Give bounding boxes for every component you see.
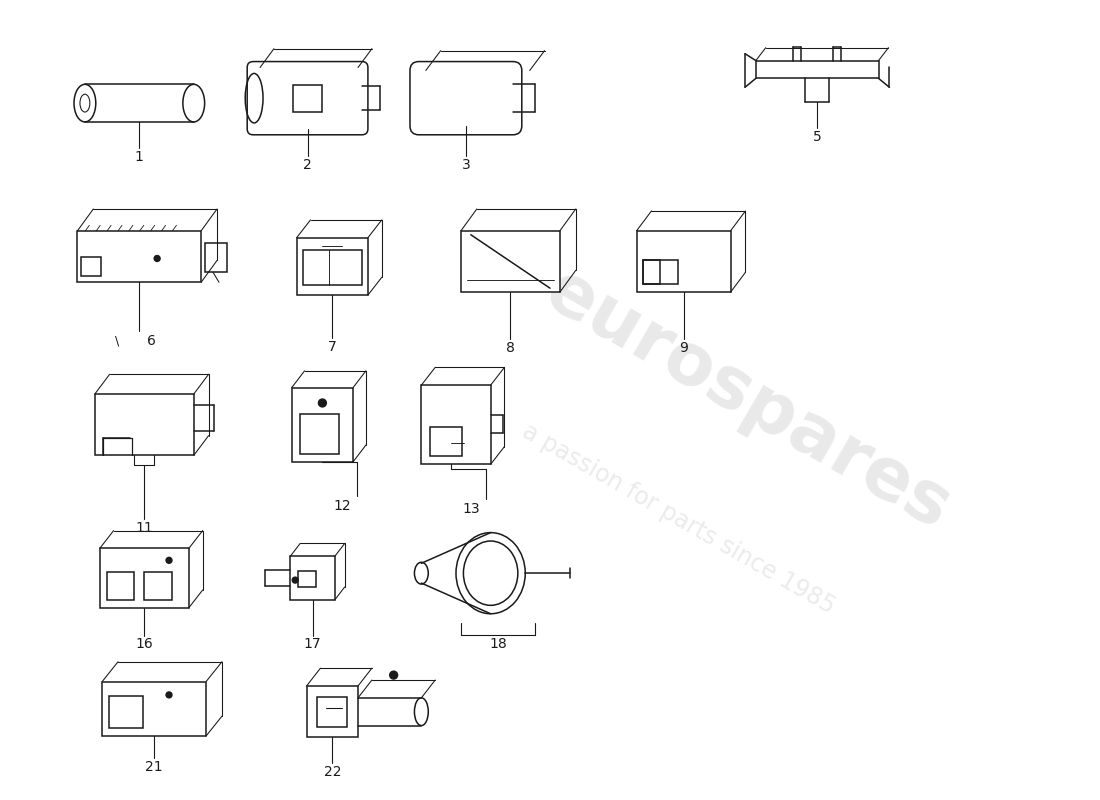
Bar (421, 385, 491, 464)
Text: 9: 9 (679, 341, 688, 354)
Text: a passion for parts since 1985: a passion for parts since 1985 (518, 419, 839, 618)
Text: 1: 1 (135, 150, 144, 164)
Circle shape (293, 577, 298, 583)
Bar (298, 571, 316, 587)
Text: 21: 21 (145, 760, 163, 774)
Bar (144, 572, 172, 600)
Text: 3: 3 (462, 158, 471, 171)
Bar (107, 572, 134, 600)
Text: 2: 2 (304, 158, 312, 171)
Text: 17: 17 (304, 638, 321, 651)
Bar (100, 549, 189, 608)
Bar (205, 242, 227, 272)
Text: 5: 5 (813, 130, 822, 144)
Circle shape (154, 255, 161, 262)
Text: 22: 22 (323, 765, 341, 779)
Text: 11: 11 (135, 521, 153, 534)
Bar (81, 257, 101, 276)
Bar (297, 238, 367, 295)
FancyBboxPatch shape (248, 62, 367, 134)
Bar (430, 426, 462, 457)
Circle shape (166, 692, 172, 698)
FancyBboxPatch shape (410, 62, 521, 134)
Bar (318, 697, 348, 726)
Circle shape (389, 671, 397, 679)
Text: $\backslash$: $\backslash$ (114, 334, 121, 348)
Circle shape (318, 399, 327, 407)
Bar (293, 86, 322, 112)
Text: 6: 6 (146, 334, 155, 348)
Bar (299, 414, 339, 454)
Bar (292, 388, 353, 462)
Bar (77, 230, 201, 282)
Bar (102, 682, 206, 736)
Bar (642, 261, 679, 284)
Circle shape (166, 558, 172, 563)
Text: 7: 7 (328, 340, 337, 354)
Text: 16: 16 (135, 638, 153, 651)
Bar (461, 230, 560, 292)
Text: 8: 8 (506, 341, 515, 354)
Text: 18: 18 (490, 638, 507, 651)
Bar (290, 556, 334, 600)
Text: 12: 12 (333, 499, 351, 514)
Bar (95, 394, 194, 455)
Bar (302, 250, 362, 286)
Bar (642, 261, 660, 284)
Text: eurospares: eurospares (532, 256, 962, 544)
Bar (637, 230, 730, 292)
Bar (109, 696, 143, 728)
Text: 13: 13 (462, 502, 480, 516)
Bar (307, 686, 358, 738)
Bar (756, 61, 879, 78)
